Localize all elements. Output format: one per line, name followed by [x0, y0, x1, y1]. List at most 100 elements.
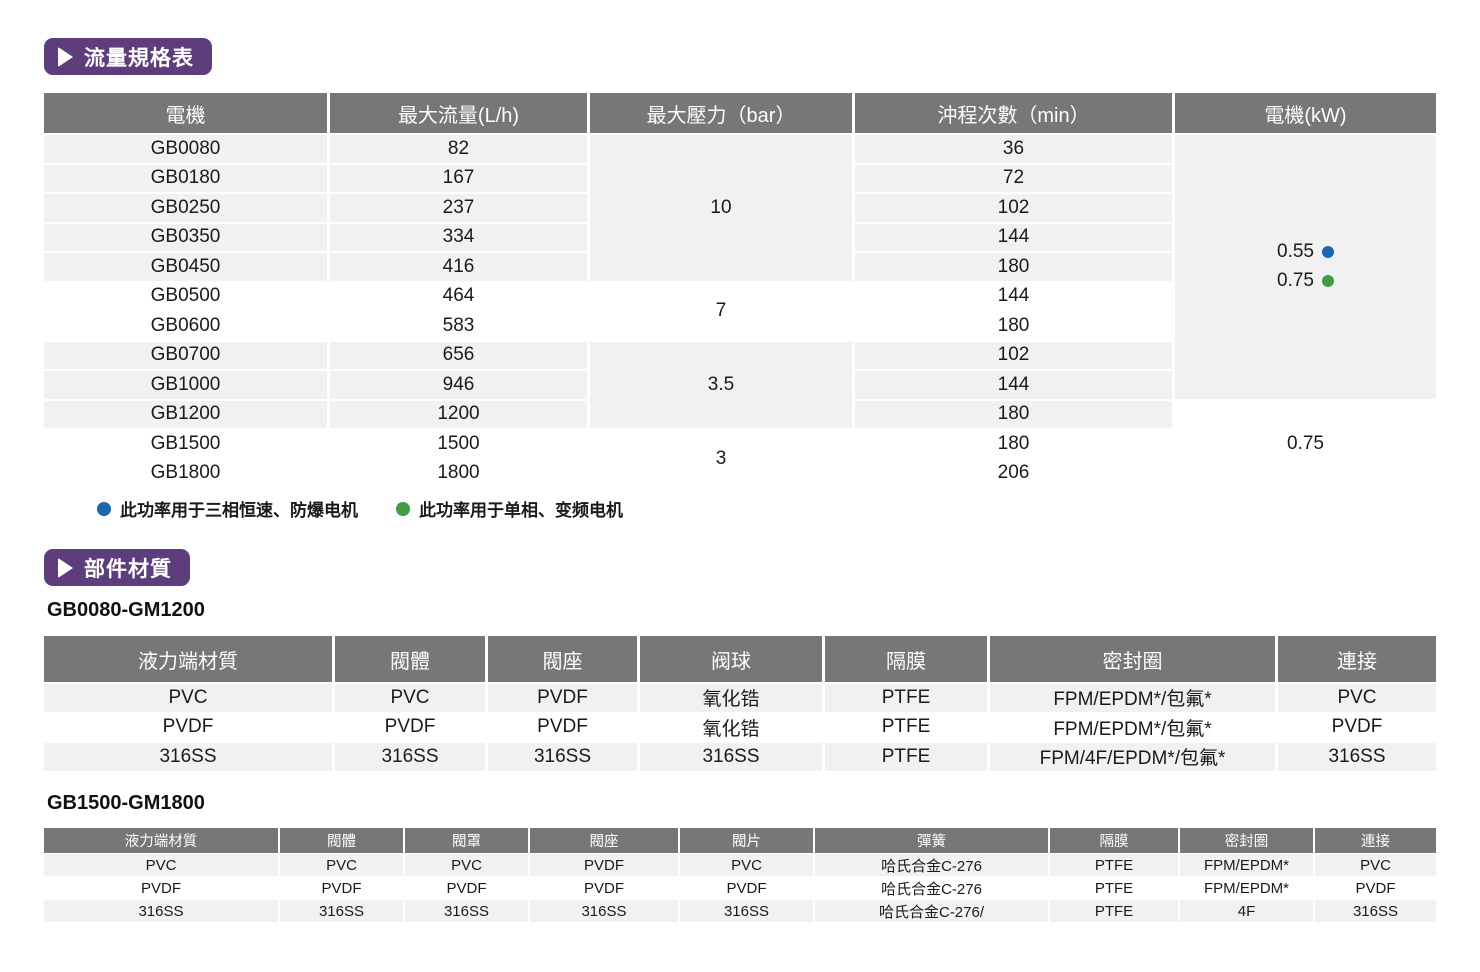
strokes-cell: 144 [855, 371, 1172, 399]
pressure-merged-cell: 10 [590, 135, 852, 281]
material-cell: 316SS [640, 743, 822, 771]
material-cell: PVC [44, 684, 332, 712]
flow-spec-section-title: 流量規格表 [84, 46, 194, 70]
strokes-cell: 180 [855, 400, 1172, 428]
material-cell: PTFE [1050, 877, 1178, 899]
material-cell: 316SS [335, 743, 485, 771]
material-cell: 316SS [44, 900, 278, 922]
material-cell: FPM/4F/EPDM*/包氟* [990, 743, 1275, 771]
column-header: 閥片 [680, 828, 813, 853]
pressure-merged-cell: 3.5 [590, 341, 852, 428]
material-cell: 4F [1180, 900, 1313, 922]
model-cell: GB0350 [44, 223, 327, 251]
strokes-cell: 72 [855, 164, 1172, 192]
column-header: 液力端材質 [44, 828, 278, 853]
material-cell: PTFE [1050, 854, 1178, 876]
column-header: 液力端材質 [44, 636, 332, 682]
materials-table-gb1500-gm1800: 液力端材質 閥體 閥罩 閥座 閥片 彈簧 隔膜 密封圈 連接 PVC PVC P… [44, 828, 1436, 922]
pressure-merged-cell: 3 [590, 430, 852, 487]
kw-merged-cell: 0.55 0.75 [1175, 135, 1436, 399]
kw-merged-cell: 0.75 [1175, 400, 1436, 487]
material-cell: 316SS [405, 900, 528, 922]
blue-dot-icon [1321, 246, 1334, 259]
column-header: 閥體 [335, 636, 485, 682]
column-header-max-pressure: 最大壓力（bar） [590, 93, 852, 133]
strokes-cell: 144 [855, 282, 1172, 310]
material-cell: 哈氏合金C-276 [815, 877, 1048, 899]
materials-table-gb0080-gm1200: 液力端材質 閥體 閥座 阀球 隔膜 密封圈 連接 PVC PVC PVDF 氧化… [44, 636, 1436, 771]
material-cell: PVDF [335, 713, 485, 741]
flow-cell: 1200 [330, 400, 587, 428]
kw-value-line: 0.55 [1277, 238, 1334, 267]
material-cell: PVDF [530, 877, 678, 899]
kw-value: 0.75 [1277, 270, 1314, 292]
material-cell: 316SS [280, 900, 403, 922]
strokes-cell: 180 [855, 253, 1172, 281]
blue-dot-icon [97, 501, 111, 516]
material-cell: FPM/EPDM*/包氟* [990, 713, 1275, 741]
model-cell: GB0700 [44, 341, 327, 369]
green-dot-icon [1321, 275, 1334, 288]
strokes-cell: 144 [855, 223, 1172, 251]
pressure-merged-cell: 7 [590, 282, 852, 340]
flow-spec-table: 電機 最大流量(L/h) 最大壓力（bar） 沖程次數（min） 電機(kW) … [44, 93, 1436, 487]
model-cell: GB0450 [44, 253, 327, 281]
materials-table2-caption: GB1500-GM1800 [47, 792, 205, 814]
model-cell: GB1000 [44, 371, 327, 399]
material-cell: PVDF [44, 713, 332, 741]
material-cell: PVDF [488, 713, 637, 741]
material-cell: 氧化锆 [640, 684, 822, 712]
flow-cell: 464 [330, 282, 587, 310]
strokes-cell: 102 [855, 341, 1172, 369]
material-cell: PVDF [1315, 877, 1436, 899]
material-cell: 316SS [44, 743, 332, 771]
strokes-cell: 36 [855, 135, 1172, 163]
flow-cell: 583 [330, 312, 587, 340]
legend-item: 此功率用于三相恒速、防爆电机 [97, 496, 358, 521]
column-header: 密封圈 [990, 636, 1275, 682]
material-cell: PVDF [405, 877, 528, 899]
strokes-cell: 180 [855, 312, 1172, 340]
column-header-motor: 電機 [44, 93, 327, 133]
material-cell: FPM/EPDM* [1180, 854, 1313, 876]
flow-cell: 1500 [330, 430, 587, 458]
column-header: 阀球 [640, 636, 822, 682]
materials-section-badge: 部件材質 [44, 549, 190, 586]
flow-cell: 167 [330, 164, 587, 192]
flow-cell: 82 [330, 135, 587, 163]
material-cell: PVC [1278, 684, 1436, 712]
materials-section-title: 部件材質 [84, 557, 172, 581]
green-dot-icon [396, 501, 410, 516]
legend-item: 此功率用于单相、变频电机 [396, 496, 623, 521]
material-cell: 316SS [680, 900, 813, 922]
column-header: 密封圈 [1180, 828, 1313, 853]
column-header: 連接 [1278, 636, 1436, 682]
model-cell: GB0600 [44, 312, 327, 340]
column-header: 閥座 [530, 828, 678, 853]
strokes-cell: 102 [855, 194, 1172, 222]
model-cell: GB1500 [44, 430, 327, 458]
model-cell: GB0080 [44, 135, 327, 163]
material-cell: PVC [44, 854, 278, 876]
column-header: 連接 [1315, 828, 1436, 853]
flow-cell: 416 [330, 253, 587, 281]
material-cell: PVC [680, 854, 813, 876]
strokes-cell: 206 [855, 459, 1172, 487]
flow-cell: 237 [330, 194, 587, 222]
material-cell: PTFE [825, 684, 987, 712]
column-header-max-flow: 最大流量(L/h) [330, 93, 587, 133]
model-cell: GB1200 [44, 400, 327, 428]
material-cell: PTFE [1050, 900, 1178, 922]
material-cell: 316SS [1278, 743, 1436, 771]
play-triangle-icon [58, 46, 73, 67]
legend-label: 此功率用于三相恒速、防爆电机 [120, 501, 358, 520]
material-cell: PVC [280, 854, 403, 876]
flow-cell: 334 [330, 223, 587, 251]
material-cell: PVDF [488, 684, 637, 712]
column-header: 閥座 [488, 636, 637, 682]
flow-spec-section-badge: 流量規格表 [44, 38, 212, 75]
model-cell: GB0180 [44, 164, 327, 192]
material-cell: 哈氏合金C-276 [815, 854, 1048, 876]
model-cell: GB0500 [44, 282, 327, 310]
kw-legend: 此功率用于三相恒速、防爆电机 此功率用于单相、变频电机 [97, 496, 623, 521]
